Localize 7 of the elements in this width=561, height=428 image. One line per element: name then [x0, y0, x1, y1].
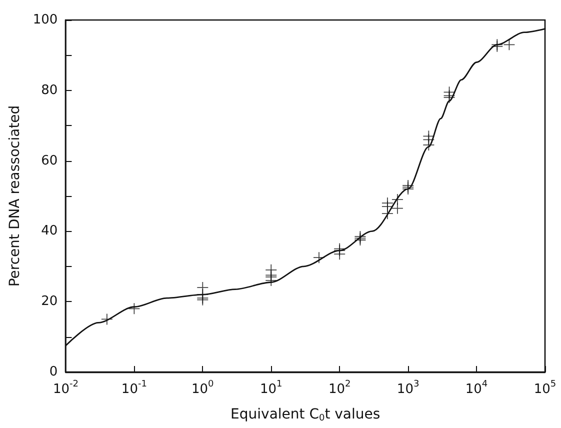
y-tick-label: 20: [41, 294, 58, 310]
y-tick-label: 0: [49, 364, 58, 380]
y-tick-label: 40: [41, 224, 58, 239]
y-axis-title: Percent DNA reassociated: [7, 105, 23, 287]
y-tick-label: 80: [41, 82, 58, 98]
y-tick-label: 60: [41, 153, 58, 168]
y-tick-label: 100: [32, 12, 58, 28]
